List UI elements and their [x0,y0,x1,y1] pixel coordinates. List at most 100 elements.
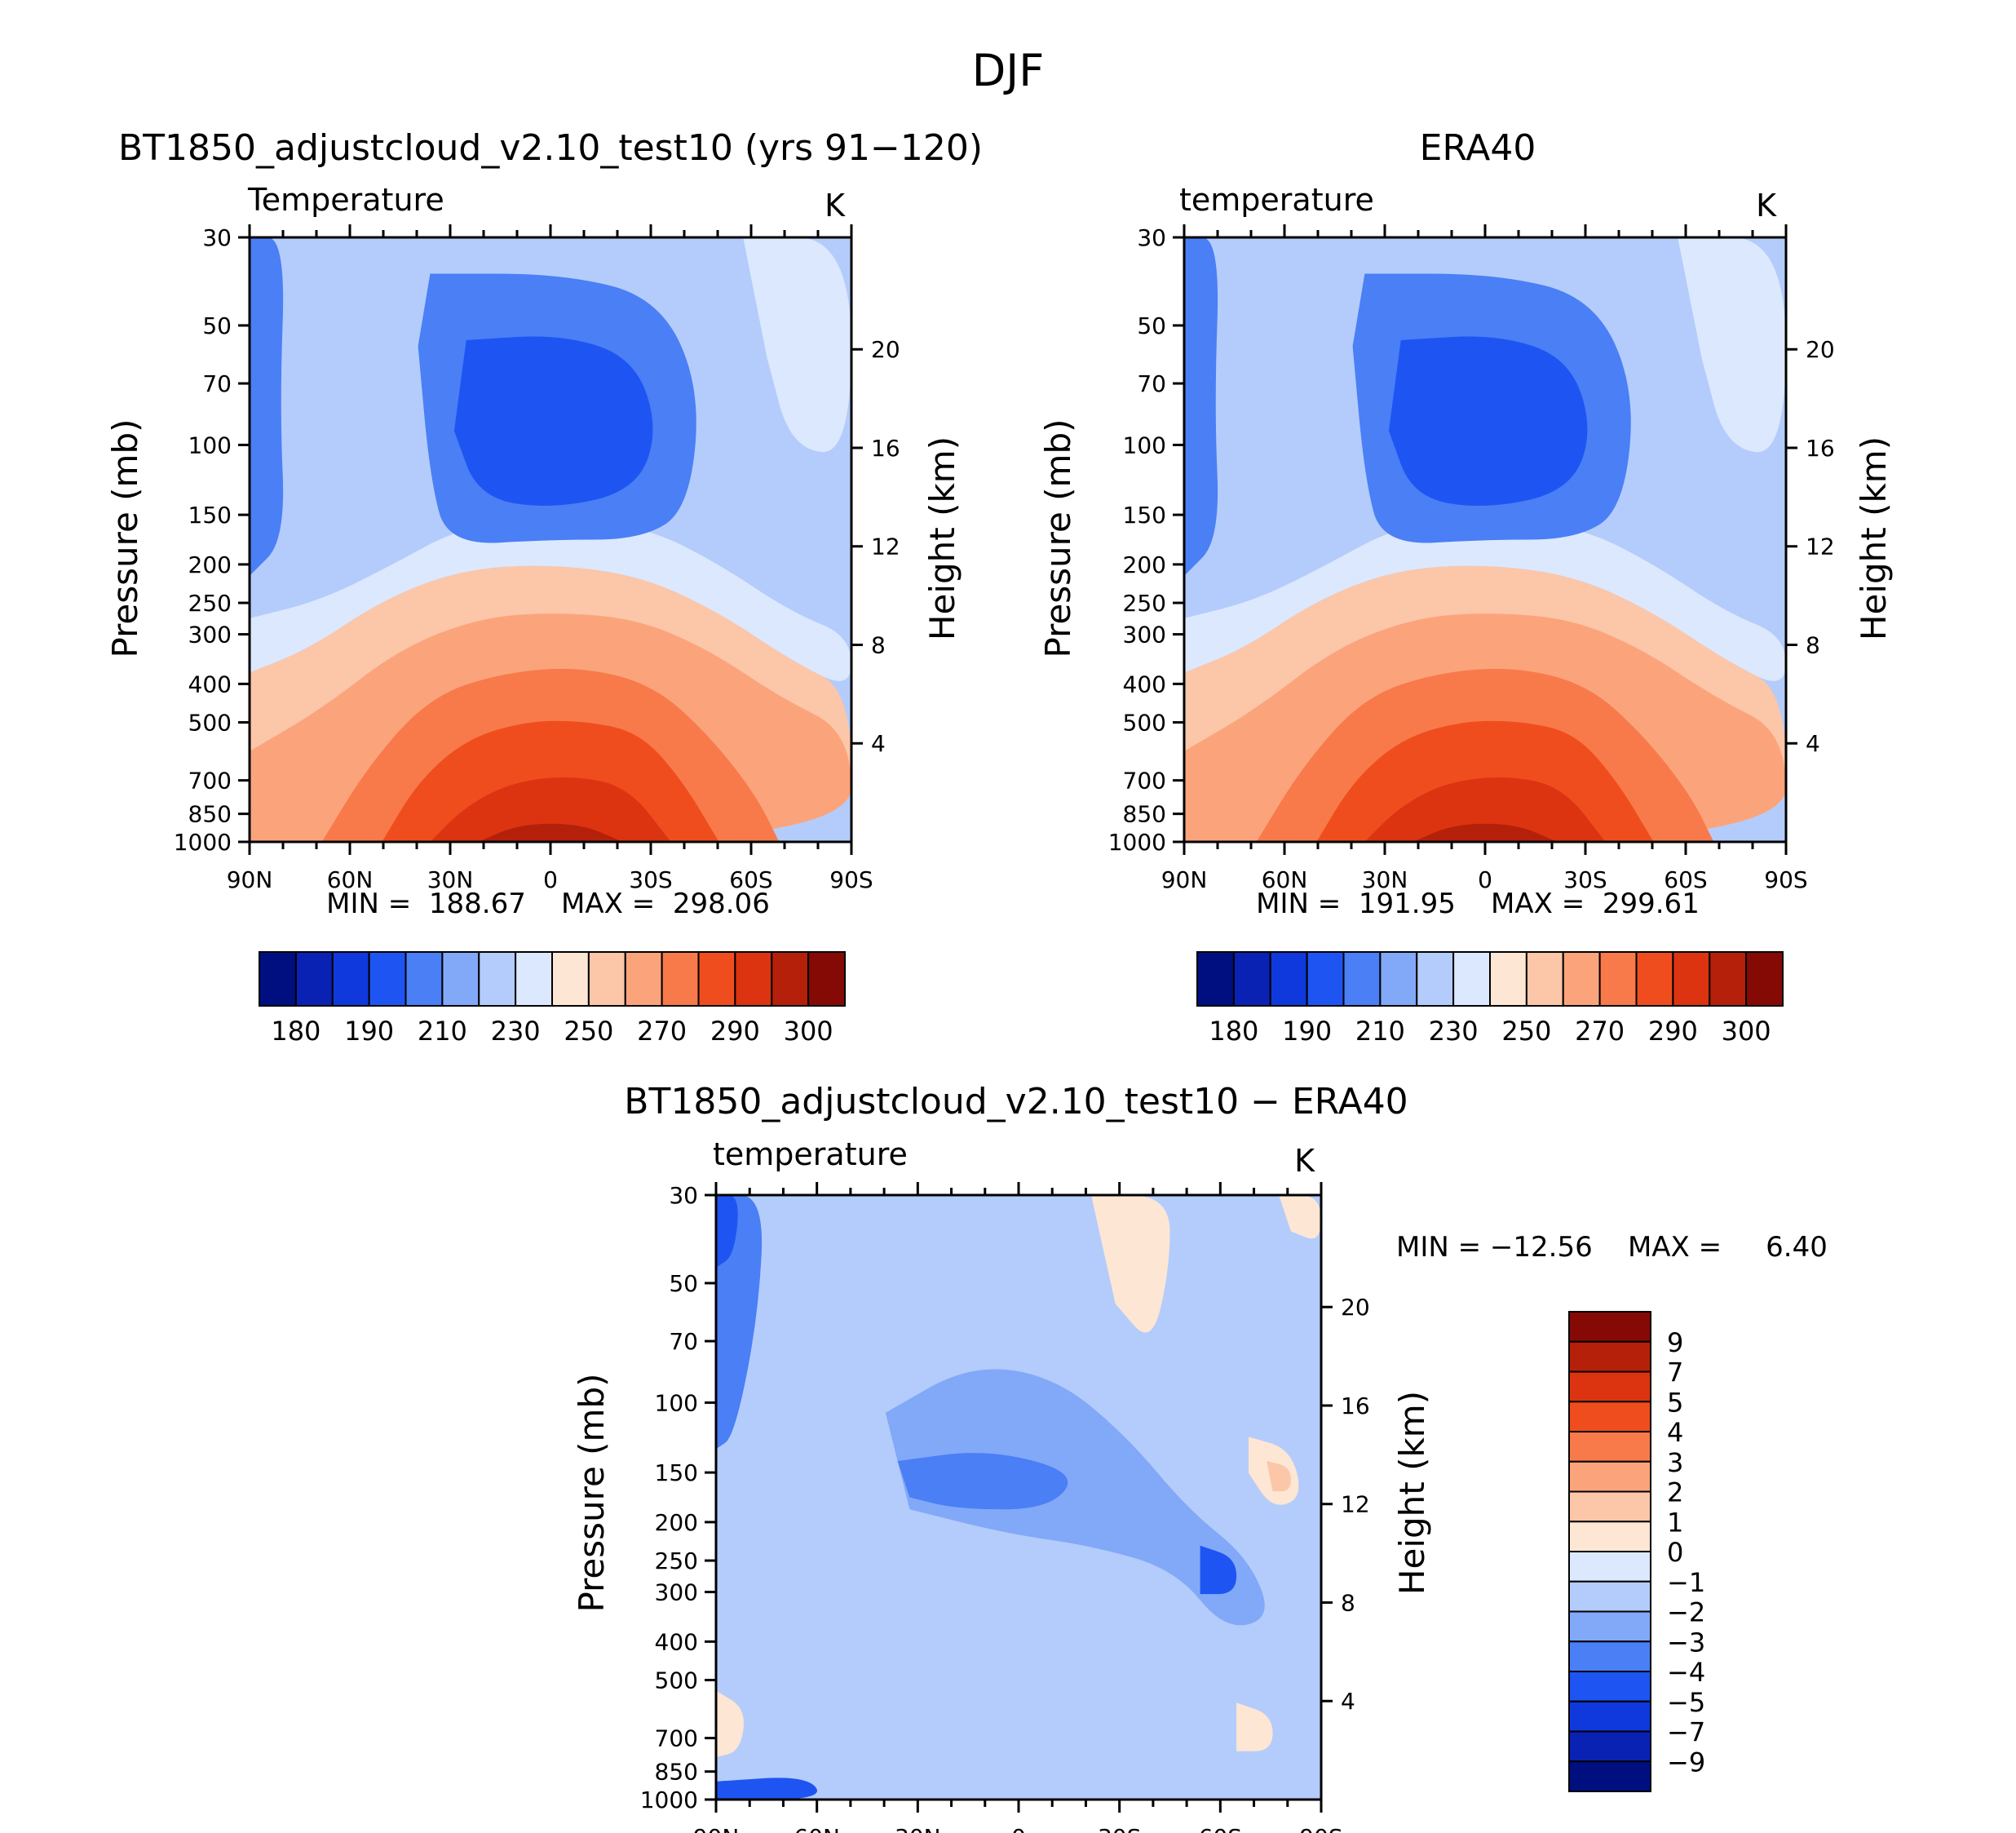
diff-xtick-label: 60S [1199,1824,1242,1833]
colorbar-swatch [405,951,444,1007]
obs-yrtick-label: 20 [1806,336,1835,363]
colorbar-label: 3 [1667,1447,1683,1478]
colorbar-swatch [1568,1610,1651,1643]
diff-ytick-label: 100 [655,1389,698,1416]
model-xtick-label: 30N [427,866,474,893]
colorbar-label: 250 [1501,1016,1551,1047]
model-ytick-label: 1000 [174,829,232,856]
model-ytick-label: 250 [188,590,232,617]
diff-y-axis-right: 20 16 12 8 4 [1321,1294,1370,1715]
colorbar-swatch [441,951,480,1007]
model-xtick-label: 30S [629,866,672,893]
obs-xtick-label: 90N [1161,866,1208,893]
model-contour-region [250,237,284,576]
diff-yrtick-label: 12 [1341,1491,1370,1518]
colorbar-label: −9 [1667,1747,1705,1778]
colorbar-swatch [734,951,773,1007]
obs-contour-region [1364,777,1606,842]
model-yrtick-label: 12 [871,534,900,560]
colorbar-swatch [1672,951,1711,1007]
diff-contour-region [897,1453,1068,1510]
diff-contour-region [885,1369,1265,1626]
diff-units-label: K [1294,1143,1315,1179]
diff-ytick-label: 50 [669,1270,698,1297]
colorbar-label: 230 [491,1016,541,1047]
colorbar-label: 0 [1667,1537,1683,1568]
diff-xtick-label: 30S [1098,1824,1141,1833]
model-contour-region [453,336,653,507]
diff-contour-region [716,1778,818,1800]
diff-ytick-label: 500 [655,1667,698,1694]
colorbar-swatch [1525,951,1564,1007]
model-variable-label: Temperature [247,182,444,218]
obs-contour-region [1388,336,1588,507]
model-yrtick-label: 16 [871,435,900,462]
diff-ytick-label: 150 [655,1459,698,1486]
obs-ytick-label: 100 [1123,432,1166,458]
colorbar-swatch [1416,951,1455,1007]
obs-colorbar: 180 190 210 230 250 270 290 300 [1196,951,1784,1047]
colorbar-label: 210 [1355,1016,1405,1047]
colorbar-label: 300 [784,1016,833,1047]
colorbar-swatch [661,951,700,1007]
colorbar-label: 270 [637,1016,687,1047]
obs-contour-region [1184,237,1218,576]
diff-ytick-label: 70 [669,1328,698,1355]
colorbar-swatch [294,951,334,1007]
diff-contour-region [1091,1195,1170,1333]
obs-y-axis-right: 20 16 12 8 4 [1786,336,1835,757]
diff-ylabel-right: Height (km) [1392,1391,1432,1595]
colorbar-swatch [1568,1551,1651,1583]
obs-variable-label: temperature [1179,182,1374,218]
diff-xtick-label: 60N [794,1824,840,1833]
model-contour-region [430,777,671,842]
model-ytick-label: 400 [188,671,232,697]
model-contour-region [250,486,851,630]
obs-xtick-label: 30N [1362,866,1408,893]
colorbar-label: 230 [1429,1016,1479,1047]
colorbar-label: 270 [1575,1016,1625,1047]
colorbar-label: 4 [1667,1417,1683,1448]
model-colorbar: 180 190 210 230 250 270 290 300 [259,951,846,1047]
obs-ytick-label: 300 [1123,622,1166,649]
colorbar-swatch [1568,1760,1651,1792]
colorbar-swatch [1306,951,1345,1007]
diff-ytick-label: 400 [655,1628,698,1655]
obs-contour-region [1184,518,1786,681]
diff-contour-region [716,1195,738,1268]
obs-ytick-label: 250 [1123,590,1166,617]
diff-x-axis: 90N 60N 30N 0 30S 60S 90S [693,1182,1343,1833]
model-xtick-label: 90N [227,866,273,893]
colorbar-swatch [1745,951,1784,1007]
diff-yrtick-label: 20 [1341,1294,1370,1321]
model-contour-plot [248,236,853,843]
diff-xtick-label: 90N [693,1824,740,1833]
diff-ytick-label: 300 [655,1579,698,1606]
colorbar-label: −5 [1667,1687,1705,1718]
colorbar-label: 2 [1667,1477,1683,1508]
colorbar-swatch [515,951,553,1007]
model-ytick-label: 70 [202,370,232,397]
diff-yrtick-label: 8 [1341,1589,1355,1616]
colorbar-swatch [1568,1401,1651,1432]
model-contour-region [250,518,851,681]
colorbar-swatch [1568,1490,1651,1523]
colorbar-label: 290 [1648,1016,1698,1047]
colorbar-label: 180 [271,1016,321,1047]
colorbar-swatch [1232,951,1271,1007]
diff-yrtick-label: 4 [1341,1688,1355,1715]
colorbar-swatch [1342,951,1382,1007]
colorbar-label: −2 [1667,1597,1705,1628]
diff-ytick-label: 250 [655,1547,698,1574]
colorbar-swatch [478,951,517,1007]
obs-ytick-label: 700 [1123,768,1166,795]
colorbar-label: 1 [1667,1507,1683,1538]
model-ytick-label: 100 [188,432,232,458]
colorbar-swatch [368,951,407,1007]
obs-ytick-label: 150 [1123,502,1166,529]
obs-yrtick-label: 12 [1806,534,1835,560]
